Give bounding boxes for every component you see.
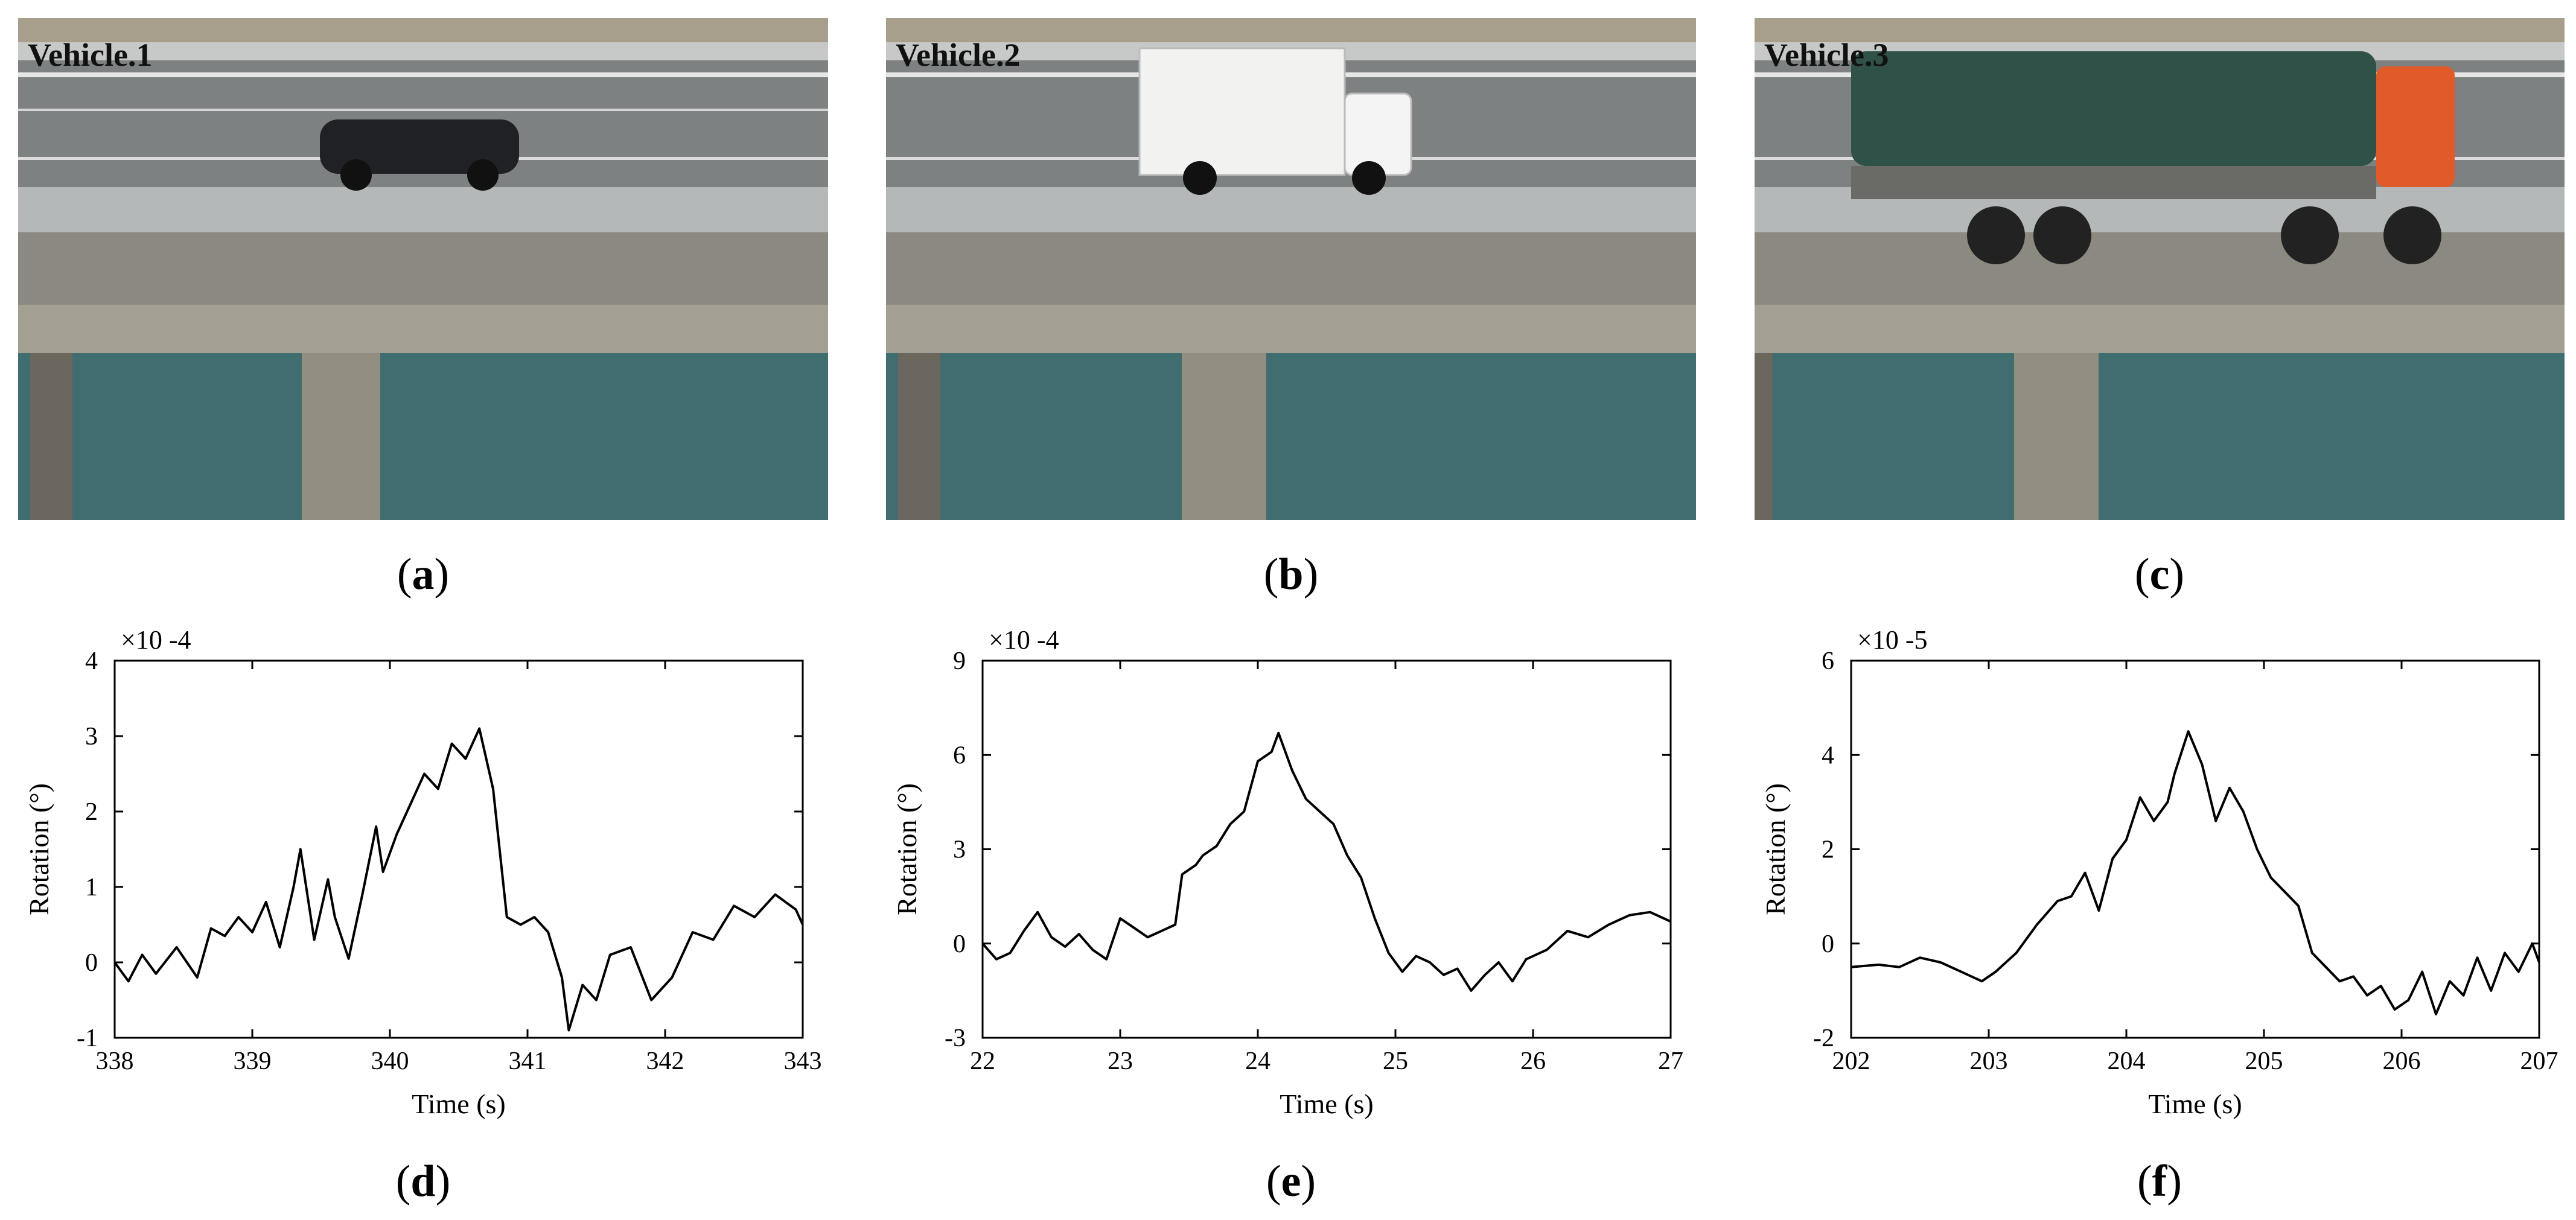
bridge-photo-2 xyxy=(886,18,1696,520)
vehicle-label: Vehicle.2 xyxy=(896,37,1021,73)
y-axis-label: Rotation (°) xyxy=(1760,783,1791,915)
y-tick-label: 0 xyxy=(85,949,98,977)
scale-label: ×10 -5 xyxy=(1857,625,1927,655)
x-tick-label: 27 xyxy=(1658,1047,1683,1075)
chart-e-svg: ×10 -4 22 23 24 25 26 27 -3 0 3 6 9 Time (s) Rotation… xyxy=(891,625,1683,1119)
x-tick-label: 339 xyxy=(234,1047,272,1075)
x-tick-label: 202 xyxy=(1832,1047,1870,1075)
y-tick-label: 0 xyxy=(953,930,966,958)
caption-b: (b) xyxy=(1263,550,1319,599)
x-tick-label: 204 xyxy=(2108,1047,2146,1075)
y-axis-label: Rotation (°) xyxy=(891,783,922,915)
x-tick-label: 338 xyxy=(96,1047,134,1075)
y-axis-label: Rotation (°) xyxy=(24,783,54,915)
scale-label: ×10 -4 xyxy=(989,625,1059,655)
photo-panel-vehicle-2: Vehicle.2 xyxy=(886,18,1696,520)
plot-frame xyxy=(981,659,1672,1039)
chart-d-svg: ×10 -4 338 339 340 341 342 343 -1 0 1 2 3 4 Time (s) R… xyxy=(24,625,822,1119)
x-tick-label: 24 xyxy=(1245,1047,1270,1075)
plot-frame xyxy=(1850,659,2540,1039)
chart-f-svg: ×10 -5 202 203 204 205 206 207 -2 0 2 4 6 Time (s) Ro… xyxy=(1760,625,2558,1119)
x-tick-label: 22 xyxy=(970,1047,995,1075)
x-tick-label: 25 xyxy=(1383,1047,1408,1075)
scale-label: ×10 -4 xyxy=(121,625,191,655)
y-tick-label: 1 xyxy=(85,874,98,901)
x-axis-label: Time (s) xyxy=(2148,1088,2242,1119)
rotation-series-line xyxy=(981,731,1671,992)
y-tick-label: 6 xyxy=(953,742,966,769)
rotation-series-line xyxy=(1851,730,2540,1015)
caption-c: (c) xyxy=(2134,550,2185,599)
x-tick-label: 340 xyxy=(371,1047,409,1075)
x-tick-label: 23 xyxy=(1108,1047,1133,1075)
y-tick-label: 3 xyxy=(953,836,966,864)
y-tick-label: -1 xyxy=(77,1025,98,1052)
x-tick-label: 342 xyxy=(646,1047,684,1075)
vehicle-label: Vehicle.3 xyxy=(1764,37,1889,73)
caption-f: (f) xyxy=(2137,1157,2182,1206)
x-tick-label: 341 xyxy=(509,1047,547,1075)
x-tick-label: 207 xyxy=(2520,1047,2558,1075)
x-axis-label: Time (s) xyxy=(412,1088,506,1119)
bridge-photo-3 xyxy=(1755,18,2565,520)
caption-d: (d) xyxy=(395,1157,451,1206)
x-tick-label: 26 xyxy=(1520,1047,1546,1075)
y-tick-label: 3 xyxy=(85,723,98,751)
vehicle-label: Vehicle.1 xyxy=(28,37,153,73)
bridge-photo-1 xyxy=(18,18,828,520)
rotation-series-line xyxy=(113,727,804,1032)
y-tick-label: 0 xyxy=(1822,930,1834,958)
x-axis-label: Time (s) xyxy=(1280,1088,1374,1119)
x-tick-label: 343 xyxy=(784,1047,822,1075)
x-tick-label: 203 xyxy=(1970,1047,2008,1075)
x-tick-label: 206 xyxy=(2383,1047,2421,1075)
caption-e: (e) xyxy=(1266,1157,1316,1206)
chart-f: ×10 -5 202 203 204 205 206 207 -2 0 2 4 6 Time (s) Ro… xyxy=(1749,621,2558,1122)
plot-frame xyxy=(113,659,804,1039)
y-tick-label: -3 xyxy=(945,1025,966,1052)
chart-d: ×10 -4 338 339 340 341 342 343 -1 0 1 2 3 4 Time (s) R… xyxy=(12,621,822,1122)
y-tick-label: -2 xyxy=(1813,1025,1834,1052)
chart-e: ×10 -4 22 23 24 25 26 27 -3 0 3 6 9 Time (s) Rotation… xyxy=(880,621,1683,1122)
y-tick-label: 6 xyxy=(1822,647,1834,675)
photo-panel-vehicle-3: Vehicle.3 xyxy=(1755,18,2565,520)
x-tick-label: 205 xyxy=(2245,1047,2283,1075)
y-tick-label: 4 xyxy=(1822,742,1834,769)
y-tick-label: 9 xyxy=(953,647,966,675)
y-tick-label: 4 xyxy=(85,647,98,675)
photo-panel-vehicle-1: Vehicle.1 xyxy=(18,18,828,520)
y-tick-label: 2 xyxy=(1822,836,1834,864)
caption-a: (a) xyxy=(397,550,450,599)
y-tick-label: 2 xyxy=(85,798,98,826)
